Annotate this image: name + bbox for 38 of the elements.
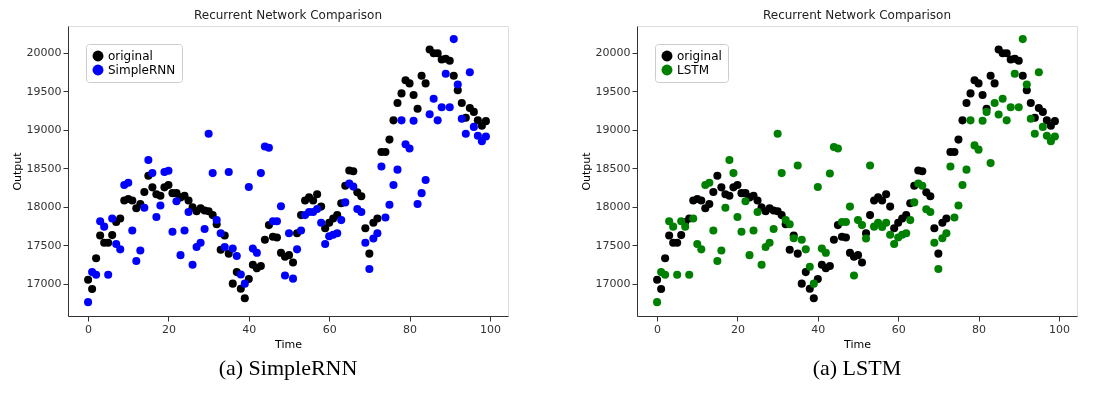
y-tick-label: 18000 (26, 200, 62, 214)
x-tick-label: 40 (811, 322, 826, 336)
x-tick-label: 100 (479, 322, 501, 336)
y-tick-label: 18000 (595, 200, 631, 214)
x-axis-title: Time (843, 337, 872, 351)
y-tick-label: 19000 (26, 123, 62, 137)
x-tick-label: 0 (85, 322, 93, 336)
legend-label: original (677, 49, 722, 63)
x-tick-label: 80 (972, 322, 987, 336)
x-tick-label: 60 (322, 322, 337, 336)
text: (a) SimpleRNN (218, 355, 358, 380)
legend-label: SimpleRNN (108, 63, 176, 77)
legend-label: LSTM (677, 63, 709, 77)
y-tick-label: 19500 (26, 84, 62, 98)
x-tick-label: 20 (730, 322, 745, 336)
x-tick-label: 0 (654, 322, 662, 336)
x-tick-label: 20 (161, 322, 176, 336)
x-tick-label: 100 (1048, 322, 1070, 336)
x-tick-label: 80 (403, 322, 418, 336)
y-tick-label: 17500 (26, 238, 62, 252)
y-tick-label: 17000 (26, 277, 62, 291)
x-tick-label: 60 (891, 322, 906, 336)
y-axis-title: Output (10, 151, 24, 191)
y-tick-label: 19000 (595, 123, 631, 137)
y-tick-label: 20000 (595, 46, 631, 60)
y-axis-title: Output (579, 151, 593, 191)
y-tick-label: 18500 (595, 161, 631, 175)
y-tick-label: 18500 (26, 161, 62, 175)
text: (a) LSTM (812, 355, 902, 380)
legend-label: original (108, 49, 153, 63)
chart-title: Recurrent Network Comparison (762, 8, 952, 22)
y-tick-label: 17000 (595, 277, 631, 291)
y-tick-label: 20000 (26, 46, 62, 60)
chart-title: Recurrent Network Comparison (193, 8, 383, 22)
x-tick-label: 40 (242, 322, 257, 336)
y-tick-label: 17500 (595, 238, 631, 252)
x-axis-title: Time (274, 337, 303, 351)
y-tick-label: 19500 (595, 84, 631, 98)
